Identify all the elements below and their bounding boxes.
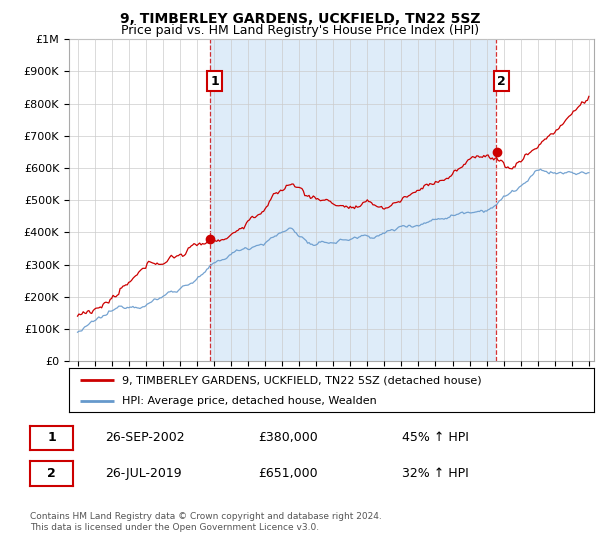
Text: £651,000: £651,000 bbox=[258, 466, 317, 480]
Text: 9, TIMBERLEY GARDENS, UCKFIELD, TN22 5SZ: 9, TIMBERLEY GARDENS, UCKFIELD, TN22 5SZ bbox=[120, 12, 480, 26]
Text: 2: 2 bbox=[47, 466, 56, 480]
Text: HPI: Average price, detached house, Wealden: HPI: Average price, detached house, Weal… bbox=[121, 396, 376, 405]
Text: 9, TIMBERLEY GARDENS, UCKFIELD, TN22 5SZ (detached house): 9, TIMBERLEY GARDENS, UCKFIELD, TN22 5SZ… bbox=[121, 375, 481, 385]
Bar bbox=[209, 39, 496, 361]
Text: 2: 2 bbox=[497, 74, 506, 87]
Text: 1: 1 bbox=[47, 431, 56, 445]
Text: 26-SEP-2002: 26-SEP-2002 bbox=[105, 431, 185, 445]
Text: Price paid vs. HM Land Registry's House Price Index (HPI): Price paid vs. HM Land Registry's House … bbox=[121, 24, 479, 36]
Text: 32% ↑ HPI: 32% ↑ HPI bbox=[402, 466, 469, 480]
Text: 45% ↑ HPI: 45% ↑ HPI bbox=[402, 431, 469, 445]
Text: 26-JUL-2019: 26-JUL-2019 bbox=[105, 466, 182, 480]
Text: Contains HM Land Registry data © Crown copyright and database right 2024.
This d: Contains HM Land Registry data © Crown c… bbox=[30, 512, 382, 532]
Text: £380,000: £380,000 bbox=[258, 431, 318, 445]
Text: 1: 1 bbox=[211, 74, 219, 87]
